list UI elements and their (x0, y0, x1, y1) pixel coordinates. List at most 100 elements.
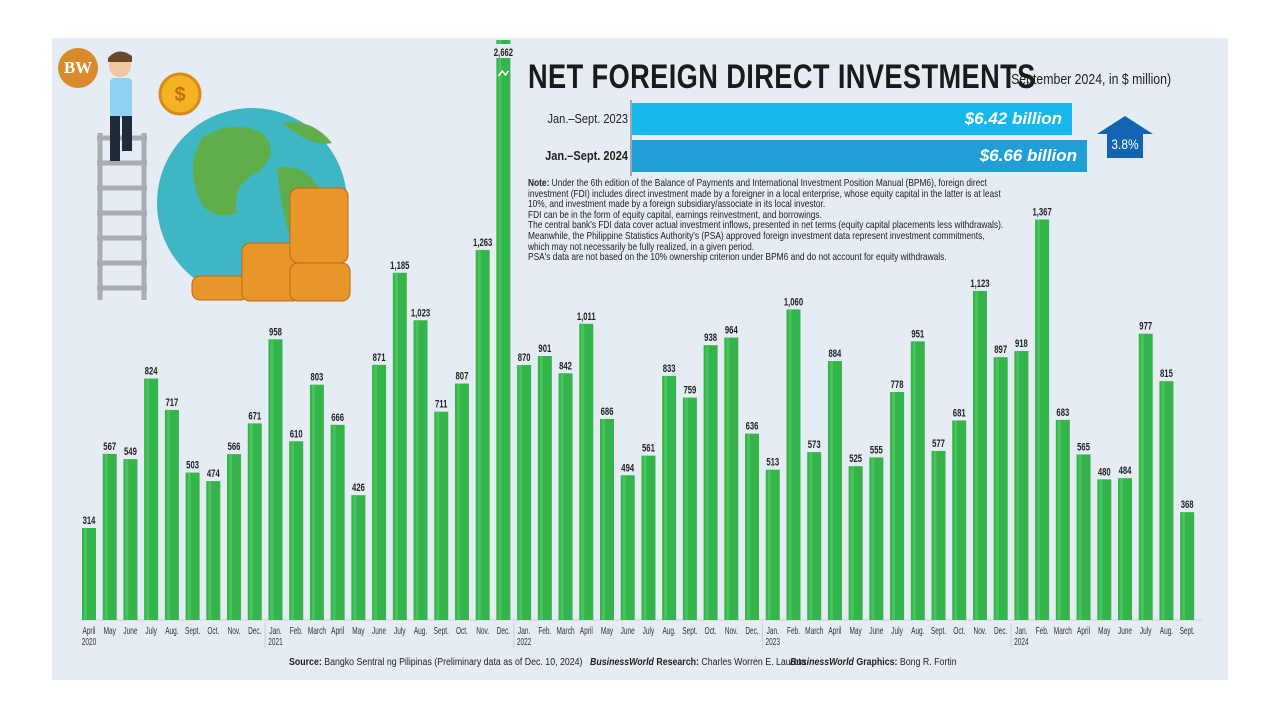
bar-highlight (560, 373, 564, 620)
bar-highlight (332, 424, 336, 620)
bar-value-label: 480 (1098, 466, 1111, 479)
summary-bar-2023: $6.42 billion (632, 103, 1072, 135)
axis-break-icon (497, 69, 509, 77)
bar-highlight (1099, 479, 1103, 620)
x-tick-label: Aug. (1160, 625, 1173, 637)
x-tick-label: Feb. (1036, 625, 1049, 637)
note-line: which may not necessarily be fully reali… (528, 241, 755, 253)
bar-highlight (456, 383, 460, 620)
x-tick-label: March (308, 625, 326, 637)
x-tick-label: June (1118, 625, 1132, 637)
bar-highlight (374, 364, 378, 620)
illustration: $ (97, 51, 351, 302)
bar-highlight (270, 339, 274, 620)
bar-highlight (249, 423, 253, 620)
coin-stacks-icon (191, 187, 351, 302)
x-tick-label: Oct. (953, 625, 965, 637)
bar-value-label: 717 (165, 397, 178, 410)
bar-highlight (1078, 454, 1082, 620)
x-year-label: 2022 (517, 636, 532, 648)
x-tick-label: Aug. (414, 625, 427, 637)
ladder-icon (97, 133, 147, 300)
x-tick-label: May (601, 625, 614, 637)
bar-value-label: 368 (1181, 499, 1194, 512)
bar-highlight (519, 365, 523, 620)
bar-value-label: 1,367 (1032, 206, 1051, 219)
bar-value-label: 565 (1077, 441, 1090, 454)
bar-value-label: 681 (953, 407, 966, 420)
bar-highlight (892, 392, 896, 620)
bar-highlight (187, 472, 191, 620)
bar-highlight (912, 341, 916, 620)
bar-highlight (974, 290, 978, 620)
footer-source: Source: Bangko Sentral ng Pilipinas (Pre… (289, 657, 583, 668)
note-line: investment (FDI) includes direct investm… (528, 188, 1001, 200)
bar-value-label: 666 (331, 412, 344, 425)
bar-value-label: 1,123 (970, 278, 989, 291)
bar-highlight (622, 475, 626, 620)
note-line: The central bank's FDI data cover actual… (528, 220, 1004, 232)
title-wrap: NET FOREIGN DIRECT INVESTMENTS (528, 58, 1163, 97)
bar-highlight (1182, 512, 1186, 620)
bar-highlight (394, 272, 398, 620)
bar-value-label: 1,011 (577, 311, 596, 324)
bar-value-label: 964 (725, 324, 738, 337)
x-tick-label: Feb. (787, 625, 800, 637)
x-tick-label: April (1077, 625, 1090, 637)
x-tick-label: Oct. (705, 625, 717, 637)
bar-value-label: 561 (642, 442, 655, 455)
x-tick-label: June (621, 625, 635, 637)
bar-highlight (1120, 478, 1123, 620)
x-tick-label: Aug. (662, 625, 675, 637)
x-tick-label: July (643, 625, 655, 637)
bar-highlight (1037, 219, 1041, 620)
bar-value-label: 870 (518, 352, 531, 365)
bar-value-label: 884 (829, 348, 842, 361)
bar-highlight (229, 454, 233, 620)
bar-value-label: 549 (124, 446, 137, 459)
footer-graphics: BusinessWorld Graphics: Bong R. Fortin (790, 657, 957, 668)
bar-highlight (415, 320, 419, 620)
note-line: PSA's data are not based on the 10% owne… (528, 252, 947, 264)
bar-highlight (125, 459, 129, 620)
bar-highlight (705, 345, 709, 620)
bar-highlight (850, 466, 854, 620)
x-tick-label: May (1098, 625, 1111, 637)
bar-value-label: 573 (808, 439, 821, 452)
bar-value-label: 314 (83, 515, 96, 528)
bar-highlight (933, 450, 937, 620)
x-tick-label: Dec. (497, 625, 510, 637)
x-year-label: 2021 (268, 636, 283, 648)
footer-research: BusinessWorld Research: Charles Worren E… (590, 657, 806, 668)
bar-highlight (788, 309, 792, 620)
x-tick-label: March (805, 625, 823, 637)
bar-highlight (477, 249, 481, 621)
bar-highlight (1161, 381, 1165, 620)
bar-value-label: 918 (1015, 338, 1028, 351)
bar-highlight (166, 409, 170, 620)
x-tick-label: May (104, 625, 117, 637)
x-tick-label: Feb. (290, 625, 303, 637)
bar-highlight (995, 357, 999, 620)
bar-highlight (498, 40, 502, 620)
note-line: Under the 6th edition of the Balance of … (551, 178, 987, 189)
x-tick-label: April (331, 625, 344, 637)
note-line: Meanwhile, the Philippine Statistics Aut… (528, 230, 985, 242)
bar-chart: 314April2020567May549June824July717Aug.5… (80, 40, 1202, 648)
bar-value-label: 842 (559, 360, 572, 373)
bar-value-label: 1,060 (784, 296, 803, 309)
x-year-label: 2020 (82, 636, 97, 648)
x-tick-label: Dec. (994, 625, 1007, 637)
bar-value-label: 426 (352, 482, 365, 495)
bar-highlight (291, 441, 295, 620)
x-tick-label: Aug. (911, 625, 924, 637)
bar-highlight (208, 481, 212, 620)
bar-value-label: 803 (311, 371, 324, 384)
bar-value-label: 494 (621, 462, 634, 475)
chart-subtitle: (September 2024, in $ million) (1007, 71, 1172, 88)
bar-highlight (1057, 419, 1061, 620)
bar-value-label: 636 (746, 420, 759, 433)
x-tick-label: Oct. (207, 625, 219, 637)
note-line: FDI can be in the form of equity capital… (528, 209, 822, 221)
bar-value-label: 711 (435, 398, 448, 411)
